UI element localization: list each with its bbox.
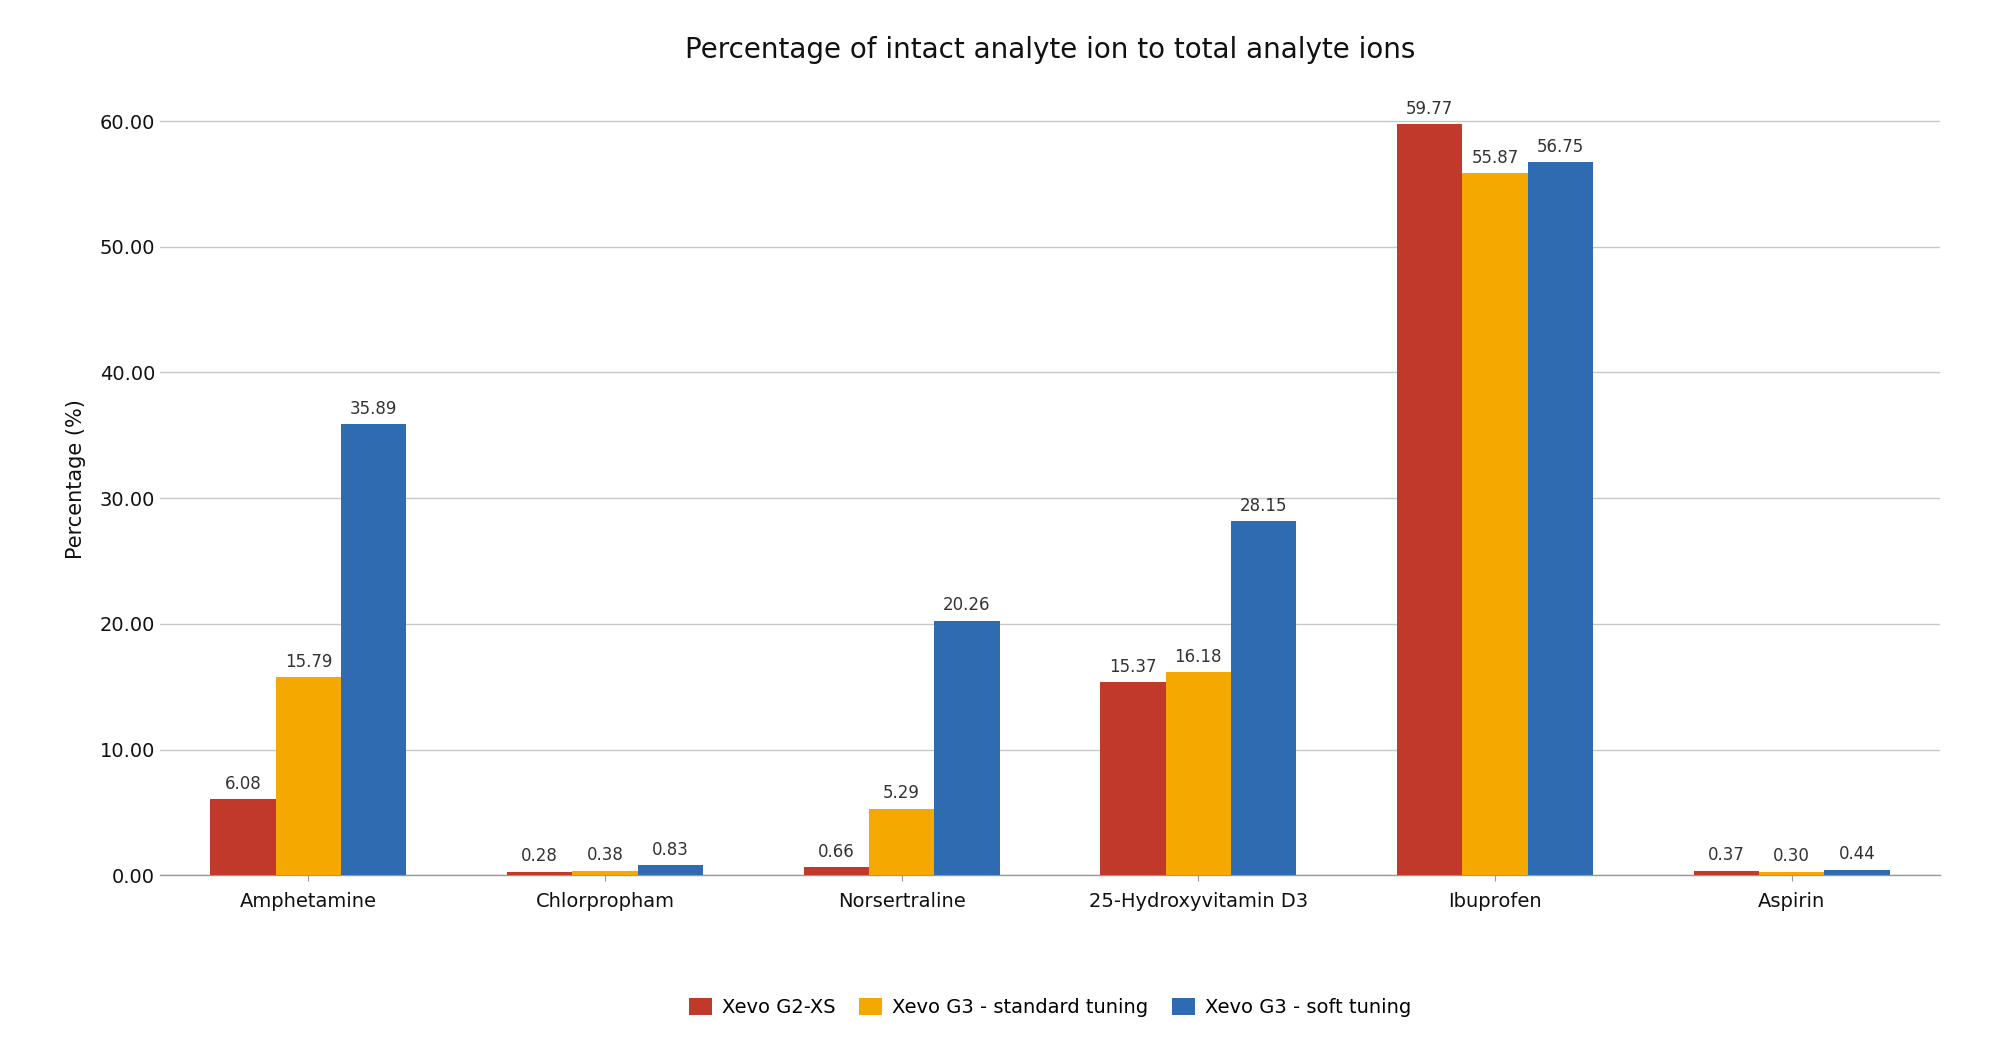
Text: 5.29: 5.29: [884, 785, 920, 802]
Bar: [804, 867, 870, 875]
Bar: [276, 677, 340, 875]
Text: 0.44: 0.44: [1838, 845, 1876, 864]
Title: Percentage of intact analyte ion to total analyte ions: Percentage of intact analyte ion to tota…: [684, 36, 1416, 65]
Bar: [870, 809, 934, 875]
Bar: [1760, 871, 1824, 875]
Text: 0.83: 0.83: [652, 841, 688, 859]
Bar: [210, 799, 276, 875]
Text: 0.28: 0.28: [522, 847, 558, 866]
Text: 35.89: 35.89: [350, 400, 398, 418]
Bar: [508, 872, 572, 875]
Bar: [1230, 521, 1296, 875]
Text: 16.18: 16.18: [1174, 648, 1222, 666]
Text: 59.77: 59.77: [1406, 100, 1454, 118]
Text: 0.38: 0.38: [586, 846, 624, 864]
Y-axis label: Percentage (%): Percentage (%): [66, 399, 86, 560]
Bar: [1462, 173, 1528, 875]
Bar: [1398, 124, 1462, 875]
Bar: [934, 621, 1000, 875]
Bar: [1694, 871, 1760, 875]
Text: 55.87: 55.87: [1472, 149, 1518, 167]
Bar: [1824, 870, 1890, 875]
Bar: [340, 424, 406, 875]
Bar: [572, 870, 638, 875]
Text: 20.26: 20.26: [944, 596, 990, 615]
Bar: [1528, 162, 1592, 875]
Bar: [638, 865, 702, 875]
Text: 28.15: 28.15: [1240, 497, 1288, 515]
Text: 0.30: 0.30: [1774, 847, 1810, 865]
Text: 56.75: 56.75: [1536, 138, 1584, 155]
Text: 0.37: 0.37: [1708, 846, 1744, 865]
Text: 6.08: 6.08: [224, 774, 262, 793]
Bar: [1100, 683, 1166, 875]
Text: 15.37: 15.37: [1110, 658, 1156, 676]
Bar: [1166, 672, 1230, 875]
Legend: Xevo G2-XS, Xevo G3 - standard tuning, Xevo G3 - soft tuning: Xevo G2-XS, Xevo G3 - standard tuning, X…: [680, 988, 1420, 1026]
Text: 15.79: 15.79: [284, 652, 332, 670]
Text: 0.66: 0.66: [818, 843, 854, 861]
